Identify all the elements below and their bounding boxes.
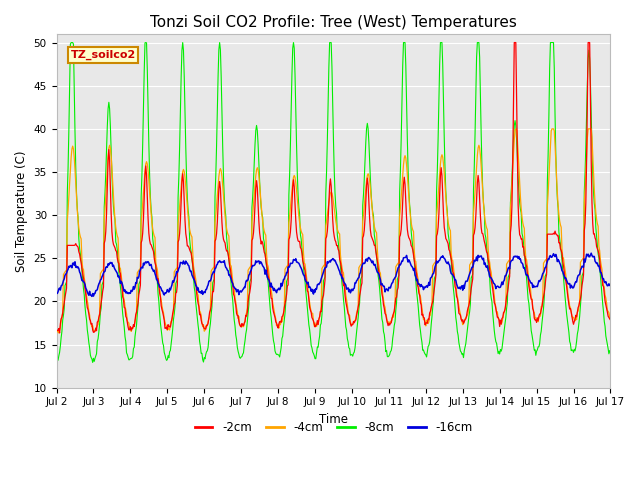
Legend: -2cm, -4cm, -8cm, -16cm: -2cm, -4cm, -8cm, -16cm xyxy=(190,416,477,438)
Text: TZ_soilco2: TZ_soilco2 xyxy=(70,50,136,60)
Title: Tonzi Soil CO2 Profile: Tree (West) Temperatures: Tonzi Soil CO2 Profile: Tree (West) Temp… xyxy=(150,15,517,30)
X-axis label: Time: Time xyxy=(319,413,348,426)
Y-axis label: Soil Temperature (C): Soil Temperature (C) xyxy=(15,150,28,272)
